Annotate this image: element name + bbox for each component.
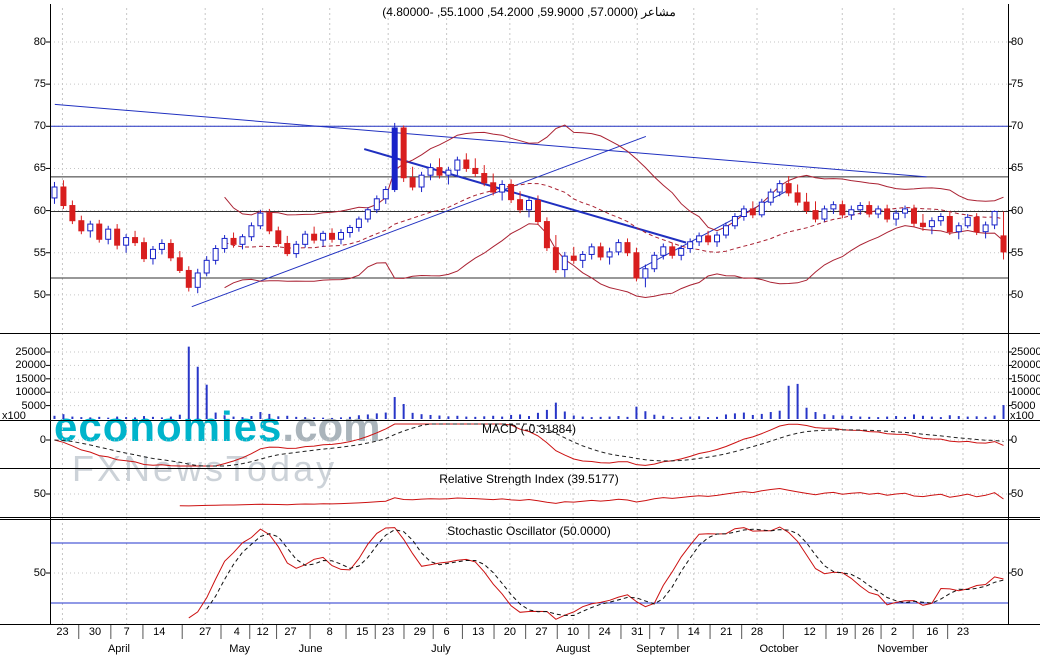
level-lines bbox=[50, 125, 1008, 604]
bollinger-bands bbox=[224, 124, 1004, 299]
stochastic-lines bbox=[188, 526, 1004, 620]
date-tick-separators bbox=[78, 625, 949, 639]
volume-bars bbox=[53, 346, 1005, 419]
rsi-panel-label: Relative Strength Index (39.5177) bbox=[439, 472, 619, 486]
watermark-line: economies.com bbox=[54, 406, 380, 448]
trendlines bbox=[54, 103, 927, 308]
macd-panel-label: MACD (-0.31884) bbox=[481, 422, 577, 436]
watermark-brand: economies bbox=[54, 403, 283, 450]
stoch-panel-label: Stochastic Oscillator (50.0000) bbox=[447, 524, 611, 538]
macd-lines bbox=[54, 423, 1004, 467]
candles bbox=[51, 122, 1007, 294]
rsi-line bbox=[179, 487, 1004, 507]
panel-separators bbox=[0, 4, 1040, 625]
chart-title: مشاعر (57.0000, 59.9000, 54.2000, 55.100… bbox=[382, 5, 676, 19]
axis-tick-marks bbox=[46, 41, 1012, 574]
